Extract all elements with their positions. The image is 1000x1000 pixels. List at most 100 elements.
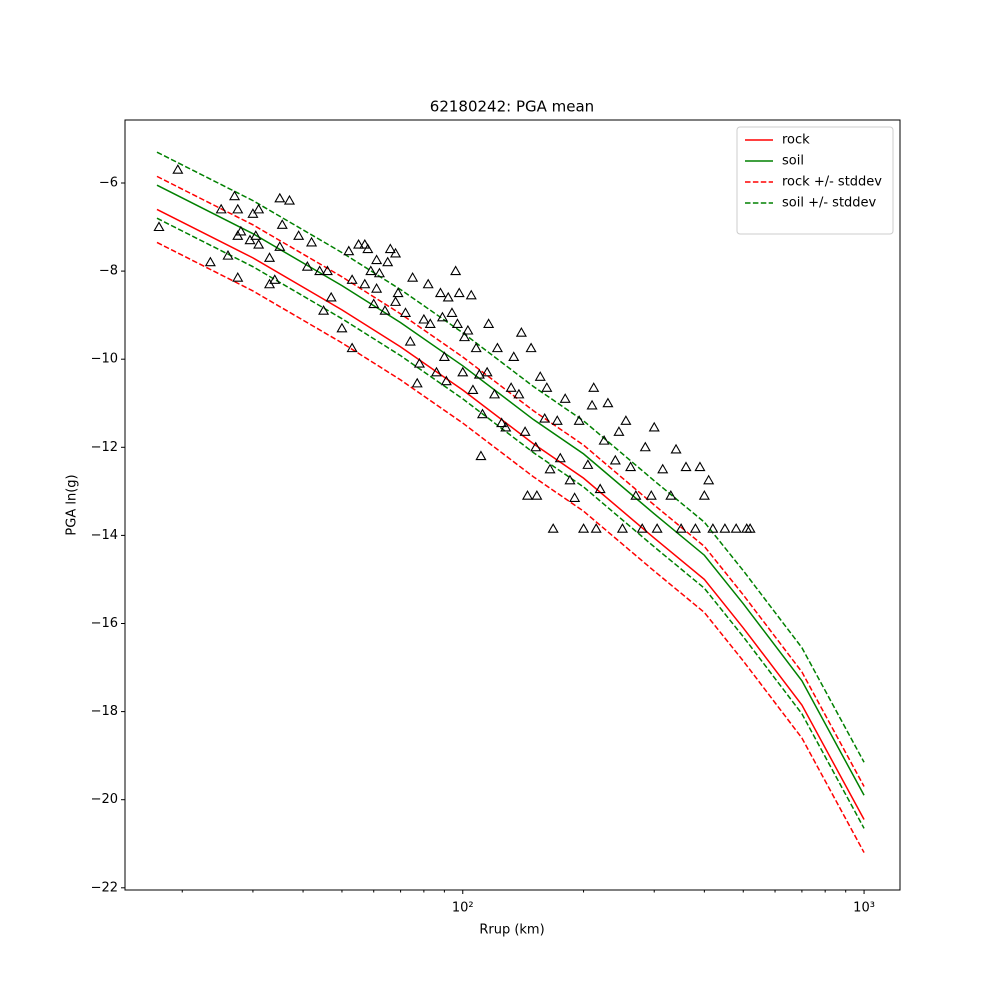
line-lower [156, 217, 865, 829]
scatter-point [554, 452, 566, 463]
y-tick-label: −18 [91, 704, 118, 719]
scatter-point [586, 399, 598, 410]
scatter-point [470, 342, 482, 353]
scatter-point [496, 417, 508, 428]
y-tick-label: −22 [91, 880, 118, 895]
scatter-point [675, 523, 687, 533]
scatter-point [424, 318, 436, 328]
scatter-point [359, 238, 371, 249]
scatter-point [541, 382, 553, 392]
scatter-point [689, 523, 701, 533]
scatter-point [172, 164, 184, 174]
scatter-point [274, 192, 286, 203]
line-lower [156, 241, 865, 853]
scatter-point [314, 265, 326, 276]
scatter-point [573, 415, 585, 425]
scatter-point [368, 298, 380, 309]
scatter-point [508, 351, 520, 361]
scatter-point [602, 397, 614, 408]
scatter-point [488, 388, 501, 399]
scatter-point [318, 305, 330, 315]
x-tick-label: 10³ [853, 901, 875, 916]
scatter-point [253, 238, 265, 249]
scatter-point [283, 194, 296, 205]
scatter-point [446, 307, 458, 317]
scatter-point [551, 415, 563, 425]
y-tick-label: −10 [91, 352, 118, 367]
scatter-point [436, 311, 448, 322]
scatter-point [531, 490, 543, 500]
scatter-point [371, 254, 383, 265]
x-tick-label: 10² [452, 901, 474, 916]
scatter-point [442, 291, 454, 302]
scatter-point [670, 443, 682, 454]
scatter-point [263, 252, 276, 262]
y-tick-label: −12 [91, 440, 118, 455]
scatter-point [346, 274, 358, 284]
scatter-point [379, 305, 391, 315]
scatter-point [373, 267, 385, 278]
scatter-point [253, 203, 265, 214]
scatter-point [274, 241, 286, 251]
scatter-point [321, 265, 333, 276]
scatter-point [630, 490, 642, 500]
line-upper [156, 151, 865, 763]
scatter-point [382, 256, 394, 267]
y-tick-label: −20 [91, 792, 118, 807]
scatter-point [569, 492, 581, 502]
chart-title: 62180242: PGA mean [430, 98, 594, 116]
scatter-point [362, 243, 374, 254]
scatter-point [392, 287, 404, 298]
scatter-point [404, 335, 416, 346]
scatter-point [515, 327, 527, 337]
scatter-point [598, 434, 610, 445]
plot-frame [124, 119, 901, 891]
scatter-point [434, 287, 447, 298]
line-upper [156, 175, 865, 787]
scatter-point [613, 426, 625, 436]
scatter-point [371, 283, 383, 293]
scatter-point [384, 243, 396, 254]
scatter-point [651, 523, 663, 533]
scatter-point [680, 461, 692, 472]
scatter-point [222, 249, 234, 260]
scatter-point [450, 265, 462, 276]
scatter-point [453, 287, 465, 298]
scatter-point [588, 382, 600, 392]
scatter-point [269, 274, 281, 284]
scatter-point [665, 490, 677, 500]
scatter-point [539, 412, 551, 423]
line-values [156, 208, 865, 820]
y-tick-label: −16 [91, 616, 118, 631]
scatter-point [534, 371, 546, 381]
scatter-point [465, 289, 477, 300]
scatter-point [590, 523, 602, 533]
scatter-point [204, 256, 216, 267]
y-tick-label: −14 [91, 528, 118, 543]
scatter-point [462, 324, 474, 335]
scatter-point [418, 313, 430, 324]
plot-area [153, 151, 865, 853]
scatter-point [353, 238, 365, 249]
scatter-point [343, 245, 355, 256]
scatter-point [694, 461, 706, 472]
scatter-point [229, 190, 241, 201]
scatter-point [625, 461, 637, 472]
y-tick-label: −6 [99, 175, 118, 190]
scatter-point [744, 523, 756, 533]
scatter-point [730, 523, 742, 533]
scatter-point [235, 225, 247, 236]
scatter-point [594, 483, 606, 494]
scatter-point [491, 342, 503, 353]
scatter-point [639, 441, 651, 452]
y-tick-label: −8 [99, 264, 118, 279]
scatter-point [698, 490, 710, 500]
scatter-point [481, 366, 493, 377]
scatter-point [475, 450, 487, 461]
x-axis-label: Rrup (km) [479, 923, 544, 938]
scatter-point [306, 236, 318, 247]
scatter-point [413, 357, 425, 368]
scatter-point [636, 523, 648, 533]
scatter-point [422, 278, 434, 289]
